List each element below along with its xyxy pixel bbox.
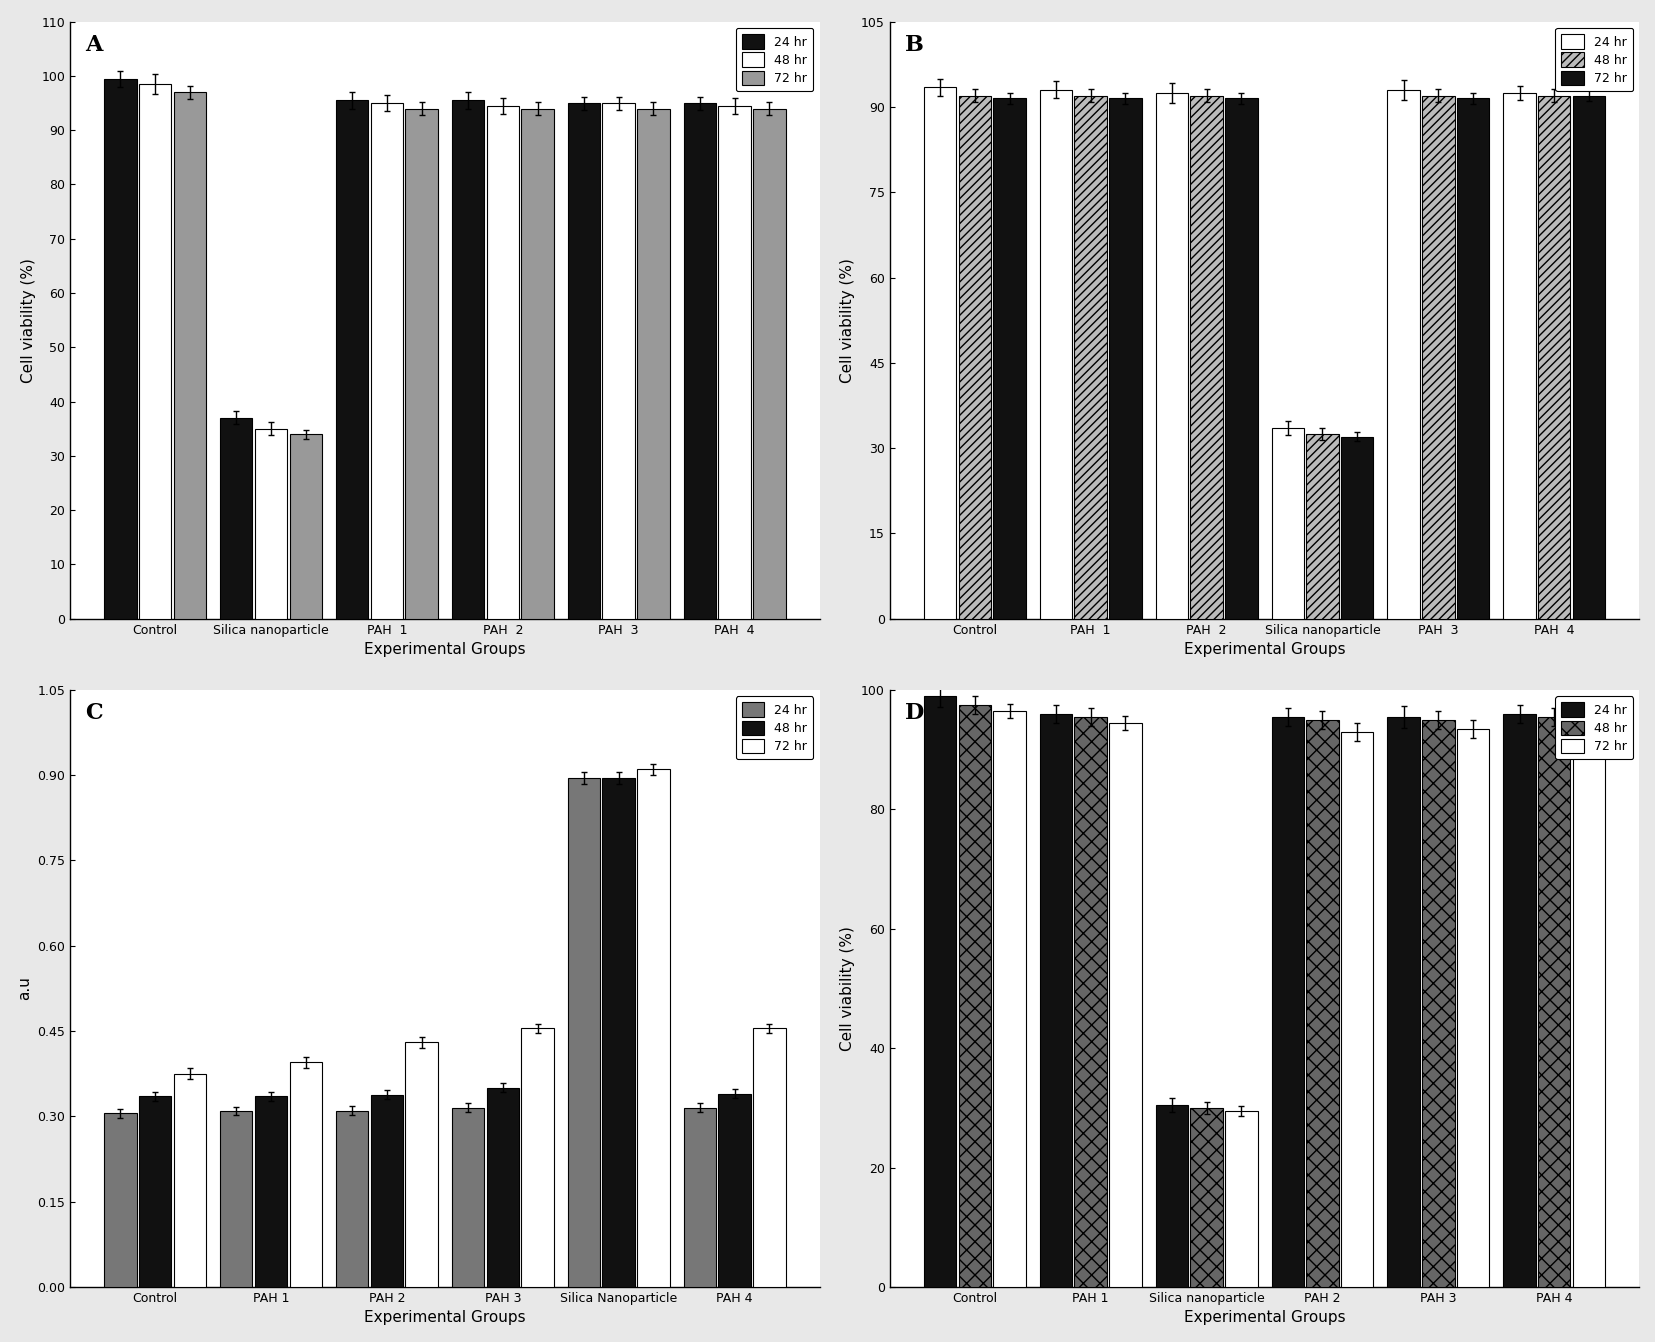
- Bar: [1109, 723, 1140, 1287]
- Text: D: D: [904, 702, 923, 723]
- Bar: [1306, 433, 1337, 619]
- Bar: [753, 1028, 784, 1287]
- Bar: [1537, 717, 1569, 1287]
- Bar: [993, 98, 1024, 619]
- X-axis label: Experimental Groups: Experimental Groups: [364, 1310, 525, 1326]
- Bar: [1271, 717, 1302, 1287]
- Text: C: C: [84, 702, 103, 723]
- Legend: 24 hr, 48 hr, 72 hr: 24 hr, 48 hr, 72 hr: [735, 696, 813, 760]
- Bar: [923, 696, 955, 1287]
- Y-axis label: Cell viability (%): Cell viability (%): [22, 258, 36, 382]
- Bar: [1190, 95, 1221, 619]
- Bar: [637, 109, 669, 619]
- Bar: [568, 778, 599, 1287]
- Bar: [255, 1096, 286, 1287]
- X-axis label: Experimental Groups: Experimental Groups: [1183, 641, 1344, 658]
- Bar: [1456, 729, 1488, 1287]
- Legend: 24 hr, 48 hr, 72 hr: 24 hr, 48 hr, 72 hr: [1554, 28, 1632, 91]
- Bar: [1074, 95, 1106, 619]
- Bar: [958, 95, 990, 619]
- Bar: [255, 428, 286, 619]
- Bar: [1503, 714, 1534, 1287]
- Bar: [487, 106, 518, 619]
- Bar: [602, 103, 634, 619]
- Bar: [290, 435, 321, 619]
- Bar: [993, 711, 1024, 1287]
- Bar: [1225, 98, 1256, 619]
- Bar: [923, 87, 955, 619]
- Bar: [487, 1088, 518, 1287]
- Bar: [371, 1095, 402, 1287]
- Bar: [753, 109, 784, 619]
- Y-axis label: Cell viability (%): Cell viability (%): [841, 926, 856, 1051]
- Bar: [1387, 717, 1418, 1287]
- Bar: [1456, 98, 1488, 619]
- Bar: [1422, 719, 1453, 1287]
- Bar: [220, 1111, 252, 1287]
- Bar: [336, 1111, 367, 1287]
- Bar: [684, 103, 715, 619]
- Bar: [336, 101, 367, 619]
- Bar: [452, 1107, 483, 1287]
- X-axis label: Experimental Groups: Experimental Groups: [1183, 1310, 1344, 1326]
- Bar: [718, 106, 750, 619]
- Y-axis label: Cell viability (%): Cell viability (%): [841, 258, 856, 382]
- Bar: [371, 103, 402, 619]
- Bar: [104, 1114, 136, 1287]
- Bar: [1155, 1104, 1187, 1287]
- Bar: [521, 1028, 553, 1287]
- Bar: [1572, 726, 1604, 1287]
- Text: B: B: [904, 34, 923, 55]
- Bar: [1039, 90, 1071, 619]
- Bar: [684, 1107, 715, 1287]
- Bar: [1341, 436, 1372, 619]
- Bar: [1074, 717, 1106, 1287]
- Bar: [1387, 90, 1418, 619]
- Bar: [1039, 714, 1071, 1287]
- Bar: [405, 109, 437, 619]
- Bar: [1422, 95, 1453, 619]
- Bar: [1155, 93, 1187, 619]
- Bar: [1537, 95, 1569, 619]
- Bar: [290, 1063, 321, 1287]
- Bar: [1271, 428, 1302, 619]
- Bar: [1109, 98, 1140, 619]
- Y-axis label: a.u: a.u: [17, 977, 31, 1000]
- Bar: [220, 417, 252, 619]
- Bar: [1572, 95, 1604, 619]
- Bar: [174, 93, 205, 619]
- Bar: [104, 79, 136, 619]
- Bar: [637, 769, 669, 1287]
- Bar: [174, 1074, 205, 1287]
- Bar: [1306, 719, 1337, 1287]
- Bar: [1190, 1107, 1221, 1287]
- Bar: [1341, 731, 1372, 1287]
- Bar: [521, 109, 553, 619]
- Bar: [602, 778, 634, 1287]
- Legend: 24 hr, 48 hr, 72 hr: 24 hr, 48 hr, 72 hr: [735, 28, 813, 91]
- Bar: [568, 103, 599, 619]
- Bar: [1225, 1111, 1256, 1287]
- Bar: [139, 85, 170, 619]
- Bar: [139, 1096, 170, 1287]
- Text: A: A: [84, 34, 103, 55]
- Bar: [452, 101, 483, 619]
- X-axis label: Experimental Groups: Experimental Groups: [364, 641, 525, 658]
- Bar: [958, 705, 990, 1287]
- Bar: [718, 1094, 750, 1287]
- Bar: [1503, 93, 1534, 619]
- Legend: 24 hr, 48 hr, 72 hr: 24 hr, 48 hr, 72 hr: [1554, 696, 1632, 760]
- Bar: [405, 1043, 437, 1287]
